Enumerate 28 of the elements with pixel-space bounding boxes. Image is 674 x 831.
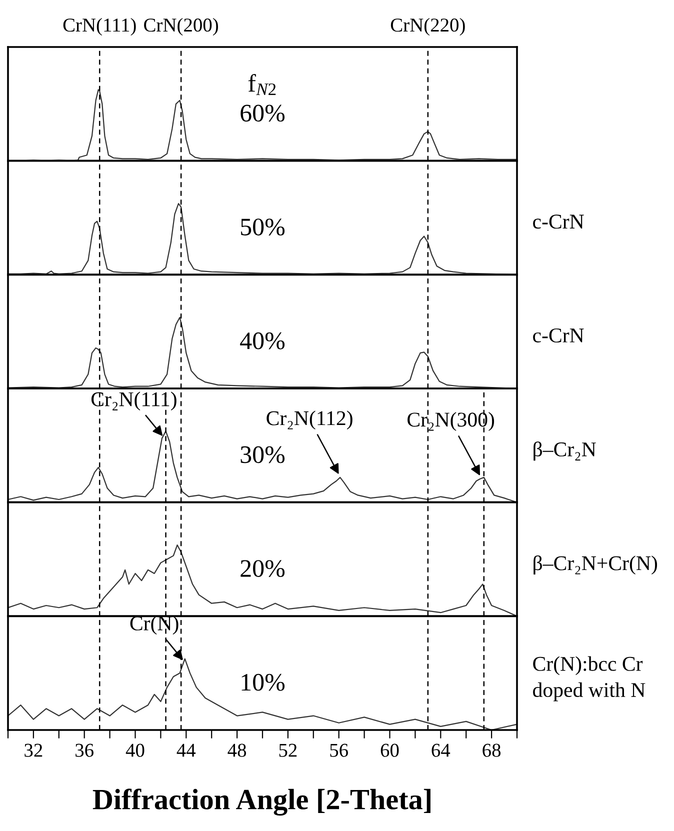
- x-tick-label: 64: [432, 744, 450, 757]
- x-axis-title: Diffraction Angle [2-Theta]: [92, 788, 430, 816]
- x-tick-label: 60: [380, 744, 399, 757]
- x-tick-label: 52: [279, 744, 297, 757]
- annotation: 20%: [240, 560, 285, 578]
- x-tick-label: 48: [228, 744, 246, 757]
- x-tick-label: 68: [482, 744, 501, 757]
- annotation: Cr₂N(111): [91, 392, 176, 411]
- x-tick-label: 36: [76, 744, 94, 757]
- x-tick-label: 56: [330, 744, 348, 757]
- text: c-CrN: [533, 328, 584, 342]
- text: Cr(N):bcc Cr doped with N: [533, 656, 646, 702]
- annotation: 30%: [240, 446, 285, 464]
- text: c-CrN: [533, 214, 584, 229]
- x-tick-label: 44: [176, 744, 196, 757]
- annotation: Cr₂N(112): [266, 410, 352, 430]
- x-tick-label: 32: [24, 744, 42, 757]
- text: β–Cr₂N: [534, 442, 596, 461]
- annotation: f$_{N2}$ 60%: [240, 74, 285, 122]
- annotation: Cr₂N(300): [408, 412, 494, 431]
- ref-line-label: CrN(200): [144, 18, 218, 36]
- annotation: 40%: [240, 332, 285, 350]
- annotation: 10%: [242, 674, 285, 691]
- ref-line-label: CrN(111): [63, 18, 136, 36]
- ref-line-label: CrN(220): [390, 18, 465, 36]
- annotation: 50%: [241, 218, 285, 236]
- text: β–Cr₂N+Cr(N): [534, 555, 658, 574]
- x-tick-label: 40: [126, 744, 144, 757]
